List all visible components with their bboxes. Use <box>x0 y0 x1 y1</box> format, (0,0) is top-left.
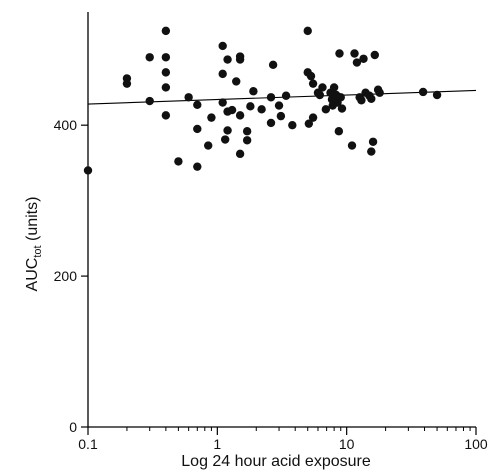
data-point <box>83 166 93 175</box>
data-point <box>174 157 183 166</box>
data-point <box>336 93 345 102</box>
data-point <box>274 101 284 110</box>
data-point <box>207 113 216 122</box>
data-point <box>193 162 202 171</box>
data-point <box>204 141 213 150</box>
y-axis-label-main: AUC <box>24 258 41 292</box>
data-point <box>432 90 442 100</box>
data-point <box>418 87 428 97</box>
data-point <box>288 120 297 130</box>
y-axis-label: AUCtot (units) <box>24 197 44 292</box>
data-point <box>334 127 344 136</box>
data-point <box>266 118 276 128</box>
data-point <box>220 135 230 144</box>
data-point <box>161 83 171 92</box>
data-point <box>357 96 366 105</box>
data-point <box>161 26 171 36</box>
x-tick-label: 1 <box>213 436 221 452</box>
data-point <box>276 111 286 121</box>
data-point <box>329 83 339 92</box>
axes <box>87 12 476 428</box>
data-point <box>303 26 312 36</box>
data-point <box>352 58 362 67</box>
x-tick-label: 0.1 <box>78 436 98 452</box>
y-tick-label: 0 <box>69 419 77 435</box>
data-point <box>306 71 316 81</box>
data-point <box>218 69 227 79</box>
data-point <box>304 119 314 128</box>
data-point <box>145 53 154 62</box>
data-point <box>161 68 171 77</box>
data-point <box>321 105 331 114</box>
data-point <box>145 96 154 106</box>
data-point <box>367 94 376 103</box>
data-point <box>266 93 276 102</box>
data-point <box>232 77 241 86</box>
data-point <box>268 60 278 70</box>
data-point <box>242 127 252 136</box>
data-point <box>257 105 266 114</box>
data-point <box>281 91 291 100</box>
data-point <box>347 141 357 150</box>
data-point <box>350 49 359 58</box>
data-point <box>359 54 368 63</box>
data-point <box>218 98 227 107</box>
data-point <box>375 88 384 97</box>
y-tick-label: 200 <box>54 268 78 284</box>
data-point <box>223 126 232 135</box>
data-point <box>246 102 255 111</box>
x-axis-label: Log 24 hour acid exposure <box>181 453 371 470</box>
data-point <box>368 137 378 146</box>
data-point <box>193 100 202 110</box>
data-point <box>122 79 132 88</box>
data-point <box>249 87 258 96</box>
data-point <box>367 147 376 156</box>
data-point <box>223 55 232 64</box>
data-point <box>308 113 318 122</box>
y-axis-label-suffix: (units) <box>24 197 41 246</box>
data-point <box>318 83 327 92</box>
y-tick-label: 400 <box>54 117 78 133</box>
data-point <box>235 111 245 120</box>
x-tick-label: 10 <box>339 436 355 452</box>
data-point <box>161 111 171 120</box>
data-point <box>308 79 318 88</box>
data-point <box>315 90 325 100</box>
data-point <box>242 136 252 145</box>
data-point <box>370 50 379 60</box>
data-point <box>193 124 202 134</box>
data-point <box>218 41 227 51</box>
data-point <box>335 49 344 58</box>
data-point <box>184 93 193 102</box>
data-point <box>337 104 347 113</box>
data-point <box>235 149 245 159</box>
data-point <box>227 105 237 115</box>
ticks: 0 200 400 0.1 1 10 100 <box>54 117 488 452</box>
data-point <box>161 53 171 62</box>
data-point <box>235 55 245 64</box>
data-points <box>83 26 442 175</box>
x-tick-label: 100 <box>464 436 488 452</box>
y-axis-label-subscript: tot <box>32 245 44 257</box>
